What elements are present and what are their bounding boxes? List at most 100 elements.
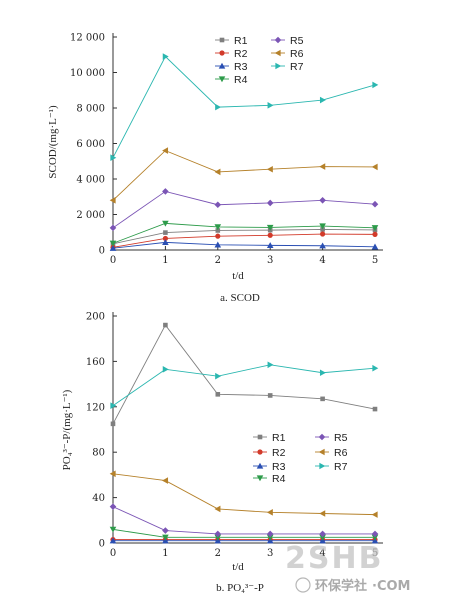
x-tick-label: 1: [162, 255, 168, 266]
data-point-r5: [319, 197, 326, 204]
data-point-r7: [372, 364, 379, 372]
data-point-r7: [215, 103, 222, 111]
data-point-r4: [214, 224, 222, 231]
data-point-r6: [371, 511, 378, 518]
data-point-r2: [215, 233, 221, 239]
chart-b-caption: b. PO₄³⁻-P: [216, 582, 264, 594]
data-point-r3: [319, 242, 326, 249]
y-tick-label: 8 000: [76, 104, 105, 115]
data-point-r7: [319, 96, 326, 104]
y-tick-label: 0: [99, 246, 105, 257]
y-tick-label: 200: [86, 312, 105, 323]
data-point-r3: [371, 243, 379, 250]
series-line-r6: [112, 473, 376, 516]
data-point-r6: [162, 147, 169, 154]
data-point-r6: [214, 168, 221, 176]
legend-label-r5: R5: [334, 432, 348, 444]
data-point-r5: [266, 530, 274, 538]
watermark-seal-icon: [295, 577, 311, 593]
legend-label-r5: R5: [290, 35, 304, 47]
data-point-r1: [320, 227, 325, 232]
data-point-r2: [162, 235, 168, 242]
series-line-r1: [112, 324, 376, 425]
legend-label-r3: R3: [234, 61, 248, 73]
x-tick-label: 0: [110, 255, 116, 266]
data-point-r5: [266, 199, 274, 207]
legend-marker-r1: [257, 434, 263, 440]
data-point-r5: [214, 530, 222, 538]
x-tick-label: 4: [319, 255, 325, 266]
series-line-r4: [112, 528, 375, 538]
legend-label-r7: R7: [334, 461, 348, 473]
data-point-r7: [110, 402, 117, 409]
legend-label-r2: R2: [234, 48, 248, 60]
data-point-r6: [319, 163, 326, 170]
legend-label-r4: R4: [272, 473, 286, 485]
y-tick-label: 6 000: [76, 139, 105, 150]
data-point-r4: [266, 224, 274, 231]
chart-a-ylabel: SCOD/(mg·L⁻¹): [47, 105, 59, 179]
data-point-r5: [214, 201, 222, 209]
x-tick-label: 1: [162, 548, 168, 559]
data-point-r3: [266, 242, 274, 249]
data-point-r4: [319, 223, 326, 230]
data-point-r6: [109, 470, 116, 478]
data-point-r6: [319, 510, 326, 517]
y-tick-label: 120: [86, 402, 105, 413]
watermark-text: 环保学社: [315, 578, 367, 594]
data-point-r5: [319, 530, 326, 538]
y-tick-label: 4 000: [76, 175, 105, 186]
legend-label-r4: R4: [234, 74, 248, 86]
legend-marker-r3: [218, 62, 226, 69]
data-point-r3: [109, 537, 117, 544]
x-tick-label: 0: [110, 548, 116, 559]
legend-marker-r3: [256, 462, 264, 469]
data-point-r5: [162, 527, 169, 534]
data-point-r3: [109, 244, 117, 251]
legend-label-r6: R6: [334, 447, 348, 459]
data-point-r4: [319, 534, 326, 541]
legend-label-r1: R1: [272, 432, 286, 444]
legend-marker-r5: [274, 36, 282, 44]
data-point-r1: [215, 392, 221, 397]
data-point-r5: [371, 200, 379, 208]
data-point-r1: [163, 230, 168, 235]
data-point-r6: [371, 163, 378, 171]
legend-marker-r4: [256, 475, 264, 482]
legend-marker-r7: [275, 62, 282, 70]
data-point-r7: [267, 361, 274, 369]
x-tick-label: 3: [267, 255, 273, 266]
data-point-r1: [110, 421, 116, 427]
data-point-r4: [371, 534, 379, 541]
series-line-r7: [112, 364, 376, 407]
data-point-r5: [371, 530, 379, 538]
data-point-r6: [162, 477, 169, 484]
data-point-r1: [163, 322, 168, 328]
data-point-r1: [215, 228, 221, 233]
data-point-r7: [372, 81, 379, 89]
y-tick-label: 12 000: [70, 33, 105, 44]
data-point-r3: [214, 241, 222, 248]
y-tick-label: 40: [92, 493, 105, 504]
legend-label-r3: R3: [272, 461, 286, 473]
legend-marker-r2: [257, 449, 263, 455]
chart-scod: 0 2 000 4 000 6 000 8 000 10 000 12 000 0 1 2 3 4 5 R…: [70, 33, 383, 266]
y-tick-label: 2 000: [76, 210, 105, 221]
watermark-brand: 2SHB: [285, 541, 383, 576]
data-point-r4: [109, 526, 117, 533]
y-tick-label: 0: [99, 539, 105, 550]
x-tick-label: 4: [319, 548, 325, 559]
x-tick-label: 2: [215, 548, 221, 559]
data-point-r3: [162, 239, 169, 246]
chart-b-ylabel: PO₄³⁻-P/(mg·L⁻¹): [61, 389, 73, 470]
x-tick-label: 5: [372, 255, 378, 266]
legend-label-r1: R1: [234, 35, 248, 47]
legend-label-r2: R2: [272, 447, 286, 459]
y-tick-label: 10 000: [70, 68, 105, 79]
data-point-r4: [266, 534, 274, 541]
legend-marker-r4: [218, 76, 226, 83]
data-point-r2: [267, 232, 273, 238]
data-point-r6: [109, 197, 116, 204]
legend-marker-r5: [318, 433, 326, 441]
